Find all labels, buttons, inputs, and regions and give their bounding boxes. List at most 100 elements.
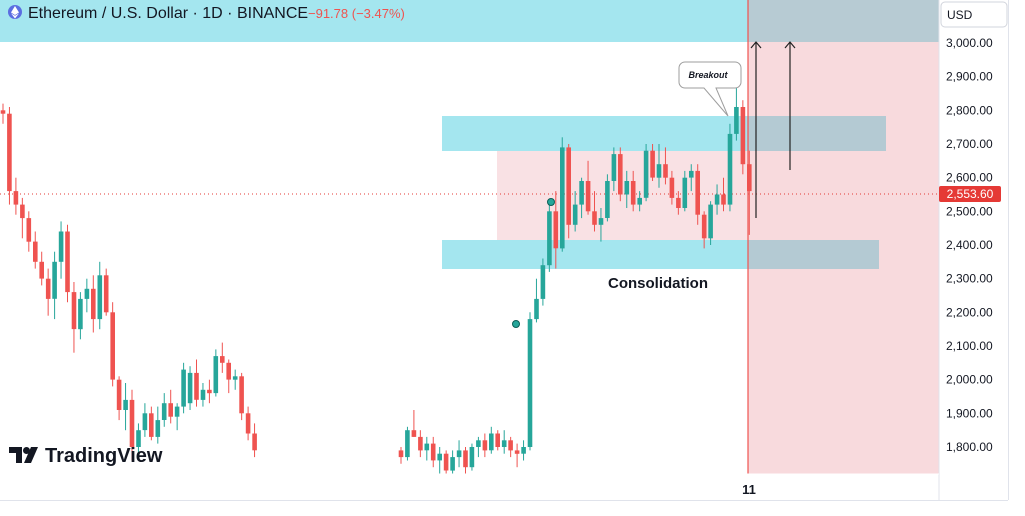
candle-38 <box>245 406 251 441</box>
candle-80 <box>656 144 662 188</box>
candle-36 <box>232 369 238 390</box>
price-tick-11: 1,900.00 <box>946 406 993 420</box>
symbol-header[interactable]: Ethereum / U.S. Dollar · 1D · BINANCE −9… <box>8 5 405 22</box>
candle-40 <box>398 447 404 464</box>
time-tick-label: 11 <box>742 482 756 497</box>
candle-7 <box>45 268 51 316</box>
candle-90 <box>721 177 726 212</box>
candle-69 <box>585 160 591 215</box>
candle-63 <box>547 204 552 272</box>
candle-8 <box>52 251 57 320</box>
candle-50 <box>463 447 468 474</box>
candle-68 <box>579 177 584 219</box>
candle-89 <box>714 184 720 215</box>
candle-43 <box>418 430 423 458</box>
candle-78 <box>643 144 649 202</box>
candle-4 <box>26 211 32 252</box>
candle-60 <box>527 312 533 451</box>
candle-26 <box>168 389 173 424</box>
candle-81 <box>663 147 668 185</box>
price-axis[interactable]: USD 3,000.00 2,900.00 2,800.00 2,700.00 2,60… <box>938 0 1008 500</box>
candle-27 <box>174 403 180 431</box>
price-tick-0: 3,000.00 <box>946 36 993 50</box>
candle-24 <box>155 406 161 444</box>
time-axis[interactable]: 11 <box>0 473 939 497</box>
candle-5 <box>33 231 38 269</box>
candle-76 <box>630 170 636 212</box>
candle-21 <box>136 423 141 454</box>
candle-45 <box>430 436 436 468</box>
tradingview-logo-text: TradingView <box>45 445 163 467</box>
price-change: −91.78 (−3.47%) <box>308 6 405 21</box>
candle-53 <box>482 433 488 458</box>
currency-button[interactable] <box>940 1 1008 28</box>
candle-67 <box>572 191 578 232</box>
symbol-title: Ethereum / U.S. Dollar · 1D · BINANCE <box>28 5 308 22</box>
target-arrow-1 <box>750 41 762 218</box>
candle-86 <box>695 164 700 225</box>
candle-19 <box>123 383 128 431</box>
candle-66 <box>566 144 571 239</box>
candle-12 <box>78 292 83 340</box>
candle-6 <box>39 251 44 286</box>
candle-92 <box>734 86 739 141</box>
candle-49 <box>456 440 462 468</box>
candle-54 <box>489 426 494 454</box>
candle-57 <box>508 436 513 458</box>
signal-dot-2 <box>512 320 520 328</box>
candle-85 <box>689 164 694 192</box>
candle-1 <box>7 107 12 205</box>
candle-87 <box>701 211 707 249</box>
last-price-badge <box>939 186 1001 202</box>
consolidation-label: Consolidation <box>608 275 708 292</box>
breakout-label: Breakout <box>688 70 728 80</box>
candle-39 <box>252 423 257 458</box>
candle-44 <box>424 436 430 461</box>
candle-77 <box>637 191 642 212</box>
price-tick-3: 2,700.00 <box>946 137 993 151</box>
candle-48 <box>450 450 455 474</box>
candle-65 <box>560 137 565 252</box>
signal-dot-1 <box>547 198 555 206</box>
price-tick-labels: 3,000.00 2,900.00 2,800.00 2,700.00 2,600.00… <box>946 36 993 454</box>
price-tick-2: 2,800.00 <box>946 103 993 117</box>
candlestick-series <box>0 86 752 474</box>
candle-29 <box>187 366 193 410</box>
candle-56 <box>501 430 507 454</box>
candle-94 <box>747 150 752 235</box>
price-tick-12: 1,800.00 <box>946 440 993 454</box>
candle-46 <box>437 447 442 474</box>
candle-59 <box>521 440 526 461</box>
breakout-callout: Breakout <box>678 61 742 117</box>
candle-83 <box>676 191 681 215</box>
candle-79 <box>650 144 655 181</box>
candle-42 <box>411 410 417 437</box>
consolidation-zone <box>497 151 803 240</box>
candle-33 <box>213 349 219 397</box>
tradingview-logo-icon <box>9 447 38 463</box>
candle-64 <box>553 191 559 269</box>
price-tick-9: 2,100.00 <box>946 339 993 353</box>
ethereum-glyph <box>11 6 19 19</box>
candle-15 <box>97 261 103 330</box>
candle-88 <box>708 201 713 245</box>
candle-72 <box>605 174 610 222</box>
candle-10 <box>65 224 70 303</box>
candle-35 <box>226 359 231 394</box>
candle-61 <box>534 278 539 323</box>
candle-30 <box>194 359 199 407</box>
candle-3 <box>20 197 25 239</box>
candle-20 <box>129 389 135 461</box>
price-tick-5: 2,500.00 <box>946 204 993 218</box>
price-tick-4: 2,600.00 <box>946 171 993 185</box>
candle-71 <box>598 208 604 242</box>
tradingview-logo[interactable]: TradingView <box>9 445 163 467</box>
candle-11 <box>71 282 77 353</box>
candle-55 <box>495 430 500 451</box>
price-tick-8: 2,200.00 <box>946 305 993 319</box>
candle-84 <box>682 170 688 212</box>
candle-9 <box>58 221 64 279</box>
candle-0 <box>0 103 6 124</box>
